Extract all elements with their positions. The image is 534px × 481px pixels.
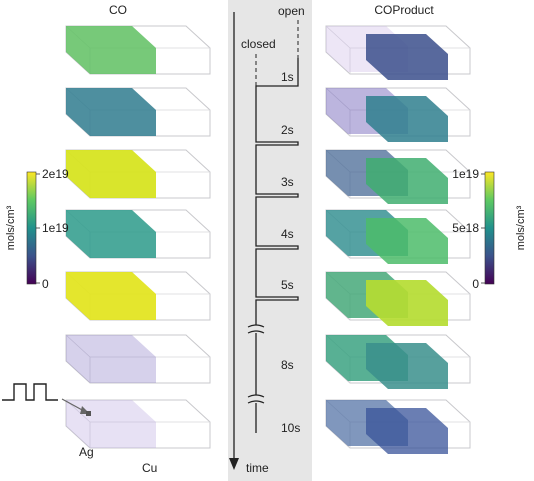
time-label-3s: 3s bbox=[281, 175, 294, 189]
material-label-ag: Ag bbox=[79, 445, 94, 459]
co-box-4 bbox=[65, 209, 211, 259]
co-fill-5 bbox=[66, 272, 156, 320]
left-panel-title: CO bbox=[109, 3, 127, 17]
right-colorbar-tick-min: 0 bbox=[472, 277, 479, 291]
time-label-2s: 2s bbox=[281, 123, 294, 137]
coproduct-concentration-boxes bbox=[325, 25, 471, 454]
coproduct-box-7 bbox=[325, 399, 471, 454]
co-box-1 bbox=[65, 25, 211, 75]
coproduct-box-1 bbox=[325, 25, 471, 80]
co-box-6 bbox=[65, 334, 211, 384]
co-fill-7 bbox=[66, 400, 156, 448]
coproduct-cu-fill-1 bbox=[366, 34, 448, 80]
coproduct-box-3 bbox=[325, 149, 471, 204]
left-colorbar-tick-min: 0 bbox=[42, 277, 49, 291]
left-colorbar: 2e19 1e19 0 mols/cm³ bbox=[5, 167, 69, 291]
axis-break-1 bbox=[247, 324, 265, 334]
coproduct-cu-fill-4 bbox=[366, 218, 448, 264]
coproduct-cu-fill-3 bbox=[366, 158, 448, 204]
co-box-5 bbox=[65, 271, 211, 321]
coproduct-box-6 bbox=[325, 334, 471, 389]
coproduct-box-4 bbox=[325, 209, 471, 264]
right-colorbar-tick-mid: 5e18 bbox=[452, 221, 479, 235]
right-colorbar: 1e19 5e18 0 mols/cm³ bbox=[452, 167, 527, 291]
left-colorbar-tick-max: 2e19 bbox=[42, 167, 69, 181]
time-arrow-head bbox=[229, 458, 239, 470]
right-colorbar-unit: mols/cm³ bbox=[515, 205, 527, 250]
co-fill-1 bbox=[66, 26, 156, 74]
left-colorbar-unit: mols/cm³ bbox=[5, 205, 17, 250]
time-axis-label: time bbox=[246, 461, 269, 475]
inlet-marker bbox=[86, 411, 91, 416]
timeline-panel bbox=[228, 0, 312, 481]
coproduct-cu-fill-5 bbox=[366, 280, 448, 326]
right-colorbar-gradient bbox=[484, 171, 495, 285]
coproduct-box-2 bbox=[325, 87, 471, 142]
co-box-3 bbox=[65, 149, 211, 199]
coproduct-box-5 bbox=[325, 271, 471, 326]
coproduct-cu-fill-2 bbox=[366, 96, 448, 142]
pulse-input-icon bbox=[2, 383, 91, 416]
co-fill-2 bbox=[66, 88, 156, 136]
co-concentration-boxes bbox=[65, 25, 211, 449]
time-label-1s: 1s bbox=[281, 70, 294, 84]
coproduct-cu-fill-6 bbox=[366, 343, 448, 389]
state-open-label: open bbox=[278, 4, 305, 18]
right-colorbar-tick-max: 1e19 bbox=[452, 167, 479, 181]
co-fill-3 bbox=[66, 150, 156, 198]
axis-break-2 bbox=[247, 394, 265, 404]
time-label-4s: 4s bbox=[281, 227, 294, 241]
material-label-cu: Cu bbox=[142, 461, 157, 475]
co-fill-6 bbox=[66, 335, 156, 383]
co-box-7 bbox=[65, 399, 211, 449]
time-label-5s: 5s bbox=[281, 278, 294, 292]
co-box-2 bbox=[65, 87, 211, 137]
coproduct-cu-fill-7 bbox=[366, 408, 448, 454]
time-label-8s: 8s bbox=[281, 358, 294, 372]
left-colorbar-tick-mid: 1e19 bbox=[42, 221, 69, 235]
valve-square-wave bbox=[255, 58, 299, 325]
state-closed-label: closed bbox=[241, 37, 276, 51]
left-colorbar-gradient bbox=[26, 171, 37, 285]
time-label-10s: 10s bbox=[281, 421, 300, 435]
right-panel-title: COProduct bbox=[374, 3, 434, 17]
valve-timeline: time open closed 1s 2s 3s 4s 5s 8s 10s bbox=[229, 4, 305, 475]
co-fill-4 bbox=[66, 210, 156, 258]
